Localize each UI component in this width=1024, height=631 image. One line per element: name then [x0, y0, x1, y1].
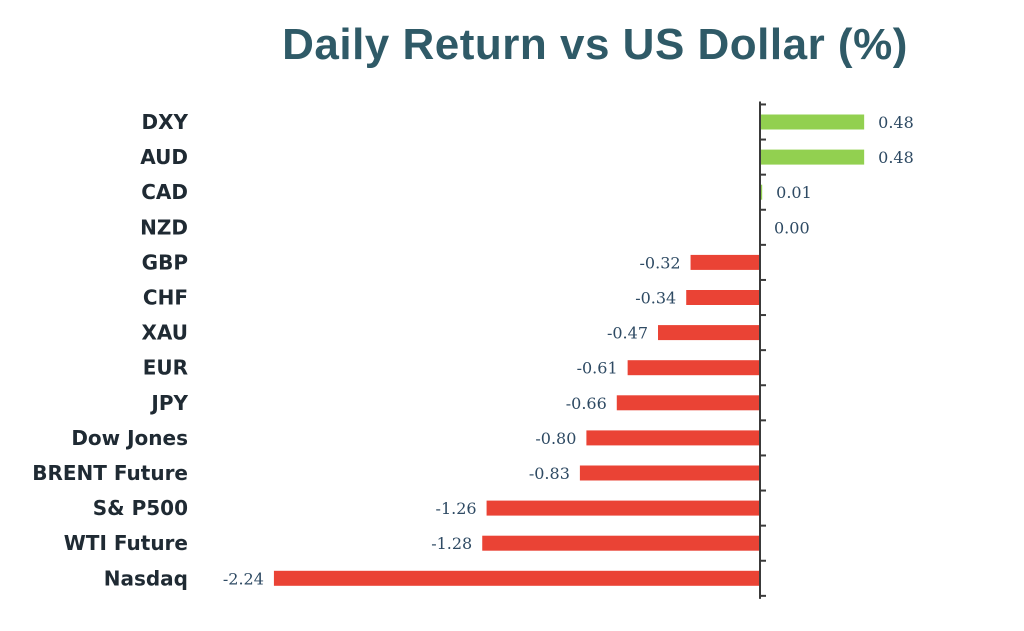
- category-label: S& P500: [93, 496, 188, 520]
- value-label: -0.61: [577, 359, 618, 378]
- category-label: CAD: [141, 180, 188, 204]
- value-label: -1.26: [436, 499, 477, 518]
- axis-layer: [759, 101, 766, 599]
- category-label: XAU: [141, 321, 188, 345]
- bar-cad: [760, 184, 763, 200]
- category-label: BRENT Future: [32, 461, 188, 485]
- labels-layer: DXY 0.48 AUD 0.48 CAD 0.01 NZD 0.00 GBP -0.32 CHF -…: [32, 110, 914, 590]
- category-label: AUD: [140, 145, 188, 169]
- bar-nasdaq: [273, 570, 760, 586]
- bars-layer: [273, 114, 865, 586]
- category-label: DXY: [141, 110, 188, 134]
- category-label: EUR: [143, 356, 188, 380]
- value-label: -0.34: [635, 289, 676, 308]
- value-label: -1.28: [431, 534, 472, 553]
- bar-brent-future: [579, 465, 760, 481]
- value-label: -0.66: [566, 394, 607, 413]
- bar-s-p500: [486, 500, 760, 516]
- value-label: 0.48: [878, 148, 914, 167]
- category-label: JPY: [149, 391, 188, 415]
- bar-eur: [627, 360, 760, 376]
- chart-title: Daily Return vs US Dollar (%): [282, 20, 908, 69]
- value-label: -0.83: [529, 464, 570, 483]
- category-label: Dow Jones: [71, 426, 188, 450]
- bar-gbp: [690, 254, 760, 270]
- value-label: -0.80: [535, 429, 576, 448]
- bar-wti-future: [482, 535, 760, 551]
- bar-chf: [686, 290, 760, 305]
- value-label: -0.47: [607, 324, 648, 343]
- category-label: GBP: [142, 250, 188, 274]
- value-label: -2.24: [223, 569, 264, 588]
- bar-dxy: [760, 114, 865, 130]
- category-label: Nasdaq: [104, 566, 188, 590]
- bar-dow-jones: [586, 430, 760, 446]
- bar-xau: [658, 325, 760, 341]
- category-label: NZD: [140, 215, 188, 239]
- category-label: CHF: [143, 286, 188, 310]
- value-label: 0.48: [878, 113, 914, 132]
- value-label: 0.01: [776, 183, 812, 202]
- value-label: -0.32: [640, 253, 681, 272]
- bar-jpy: [616, 395, 760, 411]
- bar-aud: [760, 149, 865, 165]
- category-label: WTI Future: [64, 531, 188, 555]
- value-label: 0.00: [774, 218, 810, 237]
